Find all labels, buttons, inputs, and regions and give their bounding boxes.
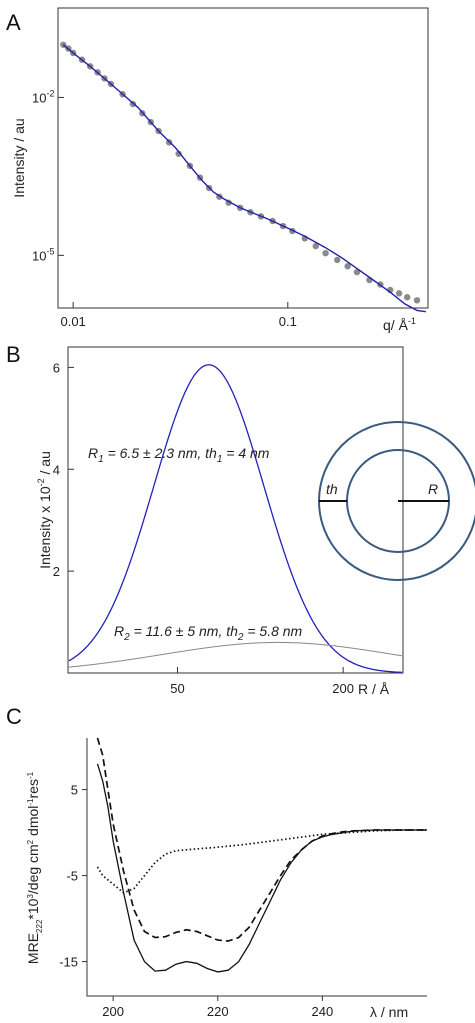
y-tick-base-a-0: 10 bbox=[32, 90, 46, 105]
shell-diagram: th R bbox=[318, 421, 475, 581]
x-tick-label-b-0: 50 bbox=[170, 681, 184, 696]
data-point-a-36 bbox=[403, 294, 411, 301]
ticks-b bbox=[68, 366, 344, 673]
data-point-a-37 bbox=[413, 297, 421, 304]
y-axis-label-c-part-0: MRE bbox=[25, 933, 41, 964]
annotation-0-part-2: = 6.5 ± 2.3 nm, th bbox=[104, 445, 217, 461]
y-axis-label-c-part-4: /deg cm bbox=[25, 844, 41, 894]
x-tick-label-a-0: 0.01 bbox=[60, 314, 85, 329]
y-axis-label-b-main: Intensity x 10 bbox=[37, 486, 53, 569]
annotation-population-1: R1 = 6.5 ± 2.3 nm, th1 = 4 nm bbox=[88, 445, 270, 465]
x-axis-label-a: q/ Å-1 bbox=[383, 316, 416, 333]
x-tick-label-c-0: 200 bbox=[102, 1004, 124, 1019]
y-axis-label-c: MRE222*103/deg cm2 dmol-1res-1 bbox=[25, 771, 44, 964]
y-axis-label-c-part-9: -1 bbox=[26, 771, 35, 779]
y-axis-label-c-part-5: 2 bbox=[26, 839, 35, 844]
x-tick-label-c-1: 220 bbox=[207, 1004, 229, 1019]
y-tick-exp-a-0: -2 bbox=[46, 88, 54, 98]
annotation-1-part-0: R bbox=[114, 623, 124, 639]
annotation-0-part-0: R bbox=[88, 445, 98, 461]
cd-curve-dotted bbox=[96, 829, 427, 894]
data-point-a-29 bbox=[334, 256, 341, 264]
panel-b: B 50 200 2 4 6 Intensity x 10-2 / au R / Å R… bbox=[6, 342, 475, 697]
ticks-a bbox=[58, 96, 289, 308]
y-tick-label-c-2: -15 bbox=[59, 955, 78, 970]
y-axis-label-b-unit: / au bbox=[37, 451, 53, 478]
y-axis-label-c-part-1: 222 bbox=[35, 919, 44, 933]
tick-labels-b: 50 200 2 4 6 bbox=[53, 360, 354, 696]
annotation-1-part-4: = 5.8 nm bbox=[243, 623, 302, 639]
x-tick-label-b-1: 200 bbox=[332, 681, 354, 696]
y-axis-label-c-part-6: dmol bbox=[25, 806, 41, 840]
annotation-1-part-3: 2 bbox=[237, 632, 244, 643]
tick-labels-c: 200 220 240 5 -5 -15 bbox=[59, 783, 333, 1019]
annotation-0-part-4: = 4 nm bbox=[222, 445, 269, 461]
y-axis-label-b: Intensity x 10-2 / au bbox=[36, 451, 53, 569]
y-tick-label-c-0: 5 bbox=[71, 783, 78, 798]
y-tick-base-a-1: 10 bbox=[32, 248, 46, 263]
distribution-curve-1 bbox=[68, 364, 402, 673]
cd-curve-solid bbox=[96, 763, 427, 973]
annotation-0-part-3: 1 bbox=[217, 454, 223, 465]
y-tick-exp-a-1: -5 bbox=[46, 246, 54, 256]
x-axis-label-a-main: q/ Å bbox=[383, 317, 409, 333]
y-axis-label-c-part-7: -1 bbox=[26, 798, 35, 806]
axes-c bbox=[86, 738, 427, 997]
y-axis-label-c-part-3: 3 bbox=[26, 894, 35, 899]
y-axis-label-c-part-2: *10 bbox=[25, 898, 41, 919]
panel-letter-a: A bbox=[6, 10, 21, 35]
x-axis-label-a-sup: -1 bbox=[408, 316, 416, 326]
annotation-1-part-2: = 11.6 ± 5 nm, th bbox=[130, 623, 238, 639]
panel-letter-c: C bbox=[6, 704, 22, 729]
data-point-a-27 bbox=[312, 242, 319, 250]
annotation-population-2: R2 = 11.6 ± 5 nm, th2 = 5.8 nm bbox=[114, 623, 303, 643]
radius-label: R bbox=[428, 481, 438, 497]
plot-frame-a bbox=[57, 7, 429, 309]
thickness-label: th bbox=[326, 481, 338, 497]
x-tick-label-a-1: 0.1 bbox=[279, 314, 297, 329]
panel-letter-b: B bbox=[6, 342, 21, 367]
distribution-curve-2 bbox=[69, 641, 403, 668]
y-tick-label-a-1: 10-5 bbox=[32, 246, 54, 263]
data-point-a-30 bbox=[344, 263, 351, 270]
y-axis-label-c-part-8: res bbox=[25, 779, 41, 798]
tick-labels-a: 0.01 0.110-210-5 bbox=[32, 88, 297, 329]
y-tick-label-b-2: 6 bbox=[53, 360, 60, 375]
data-points-a bbox=[60, 41, 421, 304]
x-tick-label-c-2: 240 bbox=[312, 1004, 334, 1019]
y-axis-label-a: Intensity / au bbox=[11, 118, 27, 197]
x-axis-label-b: R / Å bbox=[358, 681, 390, 697]
y-tick-label-b-0: 2 bbox=[53, 564, 60, 579]
y-tick-label-c-1: -5 bbox=[66, 869, 78, 884]
panel-a: A 0.01 0.110-210-5 Intensity / au q/ Å-1 bbox=[6, 7, 429, 333]
fit-line-a bbox=[62, 44, 427, 313]
annotation-1-part-1: 2 bbox=[123, 632, 130, 643]
panel-c: C 200 220 240 5 -5 -15 MRE222*103/deg cm2 dmo… bbox=[6, 704, 427, 1020]
y-tick-label-b-1: 4 bbox=[53, 462, 60, 477]
ticks-c bbox=[82, 789, 323, 1001]
cd-curve-dashed bbox=[96, 737, 427, 942]
data-point-a-28 bbox=[322, 249, 329, 257]
data-point-a-14 bbox=[175, 150, 182, 157]
plot-frame-b bbox=[67, 346, 404, 674]
y-axis-label-b-sup: -2 bbox=[36, 478, 46, 486]
data-point-a-35 bbox=[395, 290, 403, 297]
x-axis-label-c: λ / nm bbox=[370, 1004, 408, 1020]
y-tick-label-a-0: 10-2 bbox=[32, 88, 54, 105]
annotation-0-part-1: 1 bbox=[98, 454, 104, 465]
